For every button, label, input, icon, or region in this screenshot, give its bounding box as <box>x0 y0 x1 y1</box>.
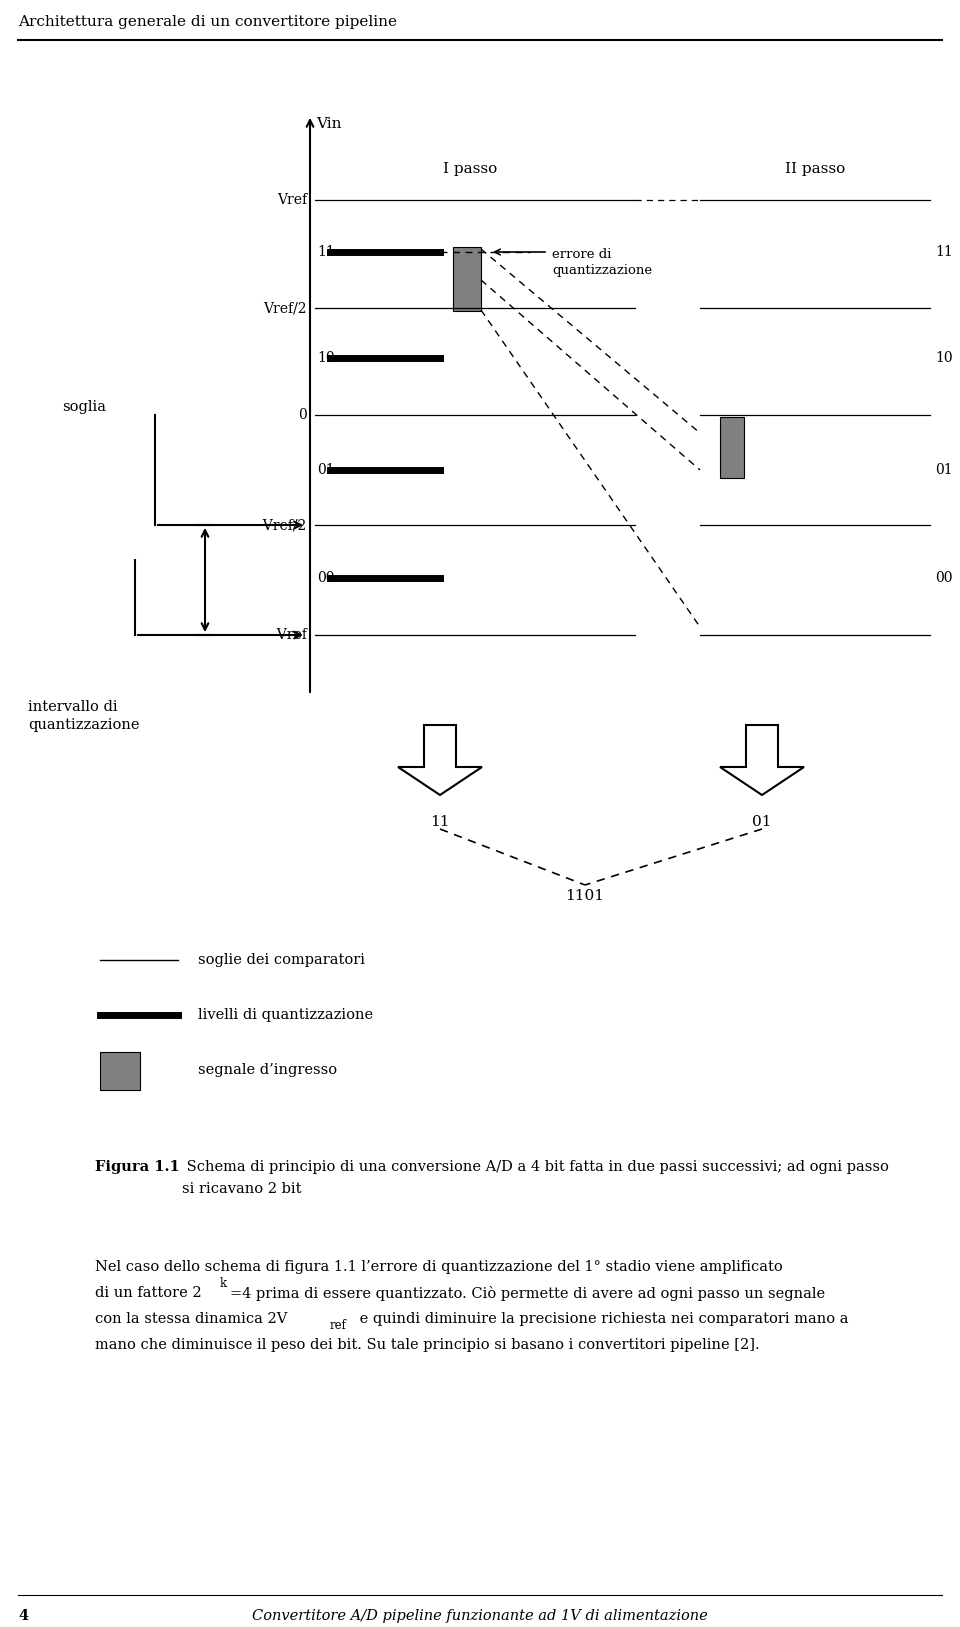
Text: soglia: soglia <box>62 400 106 413</box>
Text: Vref: Vref <box>276 194 307 207</box>
Polygon shape <box>720 726 804 796</box>
Text: 10: 10 <box>317 351 335 364</box>
Text: errore di
quantizzazione: errore di quantizzazione <box>552 247 652 277</box>
Text: Architettura generale di un convertitore pipeline: Architettura generale di un convertitore… <box>18 15 397 29</box>
Text: mano che diminuisce il peso dei bit. Su tale principio si basano i convertitori : mano che diminuisce il peso dei bit. Su … <box>95 1337 759 1352</box>
Text: 11: 11 <box>430 815 449 830</box>
Text: 01: 01 <box>317 464 335 477</box>
Text: 4: 4 <box>18 1609 28 1624</box>
Text: Vref/2: Vref/2 <box>263 301 307 316</box>
Text: 1101: 1101 <box>565 888 605 903</box>
Text: 0: 0 <box>299 408 307 421</box>
Text: con la stessa dinamica 2V: con la stessa dinamica 2V <box>95 1311 287 1326</box>
Text: soglie dei comparatori: soglie dei comparatori <box>198 953 365 966</box>
Text: 00: 00 <box>317 571 334 586</box>
Text: si ricavano 2 bit: si ricavano 2 bit <box>182 1181 301 1196</box>
Text: Vin: Vin <box>316 117 342 132</box>
Text: 00: 00 <box>935 571 952 586</box>
Polygon shape <box>398 726 482 796</box>
Text: II passo: II passo <box>785 163 845 176</box>
Text: 10: 10 <box>935 351 952 364</box>
Text: =4 prima di essere quantizzato. Ciò permette di avere ad ogni passo un segnale: =4 prima di essere quantizzato. Ciò perm… <box>230 1285 826 1302</box>
Text: -Vref/2: -Vref/2 <box>260 517 307 532</box>
Text: e quindi diminuire la precisione richiesta nei comparatori mano a: e quindi diminuire la precisione richies… <box>355 1311 849 1326</box>
Text: Nel caso dello schema di figura 1.1 l’errore di quantizzazione del 1° stadio vie: Nel caso dello schema di figura 1.1 l’er… <box>95 1259 782 1274</box>
Text: -Vref: -Vref <box>274 628 307 643</box>
Text: Convertitore A/D pipeline funzionante ad 1V di alimentazione: Convertitore A/D pipeline funzionante ad… <box>252 1609 708 1624</box>
Text: 01: 01 <box>753 815 772 830</box>
Text: 11: 11 <box>935 246 952 259</box>
Bar <box>100 1053 140 1090</box>
Text: intervallo di
quantizzazione: intervallo di quantizzazione <box>28 700 139 732</box>
Text: ref: ref <box>330 1319 347 1333</box>
Text: di un fattore 2: di un fattore 2 <box>95 1285 202 1300</box>
Text: Schema di principio di una conversione A/D a 4 bit fatta in due passi successivi: Schema di principio di una conversione A… <box>182 1160 889 1175</box>
Bar <box>720 417 744 478</box>
Text: Figura 1.1: Figura 1.1 <box>95 1160 180 1175</box>
Bar <box>453 247 481 311</box>
Text: I passo: I passo <box>443 163 497 176</box>
Text: 01: 01 <box>935 464 952 477</box>
Text: k: k <box>220 1277 228 1290</box>
Text: 11: 11 <box>317 246 335 259</box>
Text: segnale d’ingresso: segnale d’ingresso <box>198 1062 337 1077</box>
Text: livelli di quantizzazione: livelli di quantizzazione <box>198 1009 373 1022</box>
